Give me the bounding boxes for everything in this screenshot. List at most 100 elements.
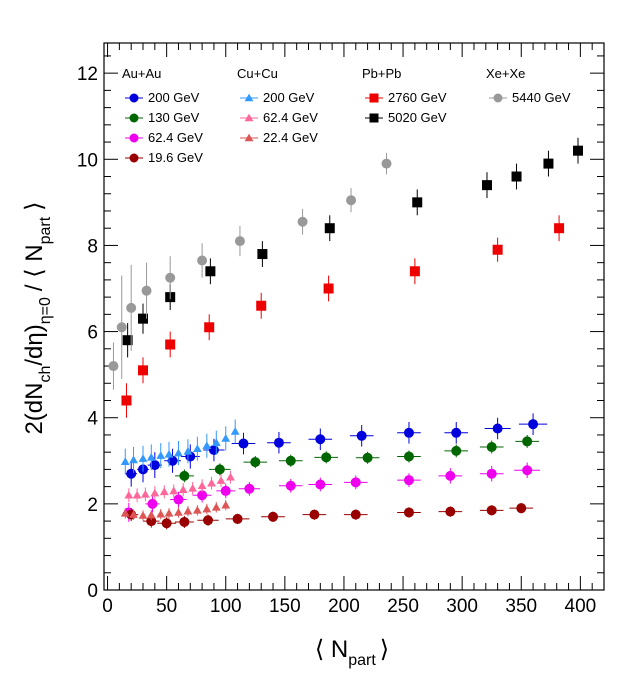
data-point [268,511,279,522]
data-point [486,442,497,453]
series-cu-cu-22-4-gev [120,499,231,521]
data-point [486,505,497,516]
data-point [122,335,133,346]
data-point [159,487,169,496]
axis-ticks [104,43,605,591]
data-point [486,468,497,479]
data-point [244,483,255,494]
data-point [214,464,225,475]
legend-label: 200 GeV [263,90,315,105]
data-point [126,302,137,313]
legend-label: 200 GeV [148,90,200,105]
data-point [192,444,202,453]
data-point [285,480,296,491]
data-point [321,452,332,463]
data-point [350,477,361,488]
series-cu-cu-62-4-gev [124,470,235,503]
data-point [204,322,215,333]
data-point [138,511,148,519]
legend-marker [129,113,139,123]
data-point [511,171,522,182]
data-point [350,509,361,520]
data-point [516,503,527,514]
data-point [165,272,176,283]
data-point [481,180,492,191]
data-point [124,490,134,499]
series-au-au-19-6-gev [124,502,534,530]
legend-label: 19.6 GeV [148,150,203,165]
data-point [129,455,138,464]
series-au-au-130-gev [174,434,539,483]
data-point [522,465,533,476]
legend-group-header: Cu+Cu [237,66,278,81]
data-point [412,197,423,208]
x-tick-label: 0 [102,596,113,617]
data-point [156,509,166,518]
data-point [129,510,138,518]
data-point [451,427,462,438]
data-point [116,322,127,333]
data-point [207,478,216,487]
x-tick-labels: 0 50 100 150 200 250 300 350 400 [102,596,596,617]
data-point [178,485,188,493]
legend-marker [244,133,254,142]
data-point [169,486,179,495]
data-point [167,455,178,466]
data-point [232,513,243,524]
legend: Au+Au 200 GeV 130 GeV 62.4 GeV 19.6 GeV Cu+Cu… [122,66,571,165]
legend-label: 22.4 GeV [263,130,318,145]
x-tick-label: 300 [446,596,478,617]
data-point [164,508,174,517]
data-point [205,266,216,277]
legend-label: 2760 GeV [388,90,447,105]
data-point [554,223,565,234]
series-xe-xe-5440-gev [108,152,392,390]
data-point [216,476,226,484]
data-point [315,434,326,445]
data-point [147,498,158,509]
legend-marker [129,93,139,103]
data-point [273,437,284,448]
data-point [221,433,231,442]
data-point [188,483,198,492]
data-point [211,502,221,511]
data-point [315,479,326,490]
data-point [197,490,208,501]
data-point [179,516,190,527]
x-tick-label: 100 [210,596,242,617]
data-point [121,395,132,406]
y-tick-label: 2 [87,495,98,516]
data-point [138,454,148,462]
data-point [146,452,156,461]
legend-group-header: Pb+Pb [362,66,401,81]
data-point [234,236,245,247]
legend-marker [369,113,379,123]
data-point [297,216,308,227]
x-tick-label: 400 [565,596,597,617]
data-point [192,505,202,514]
data-point [174,448,183,457]
x-tick-label: 350 [505,596,537,617]
data-point [146,516,157,527]
data-point [165,339,176,350]
data-point [140,489,150,498]
data-point [156,451,166,459]
data-point [183,506,193,515]
data-point [346,195,357,206]
data-point [445,506,456,517]
data-point [522,436,533,447]
data-point [164,449,174,458]
data-point [324,223,335,234]
data-point [211,438,221,446]
data-point [572,145,583,156]
legend-marker [369,93,379,103]
data-point [250,457,261,468]
data-point [403,507,414,518]
data-point [197,481,207,490]
legend-label: 5440 GeV [512,90,571,105]
data-point [150,488,160,497]
x-tick-label: 50 [156,596,177,617]
data-point [356,430,367,441]
data-point [179,470,190,481]
data-point [161,518,172,529]
